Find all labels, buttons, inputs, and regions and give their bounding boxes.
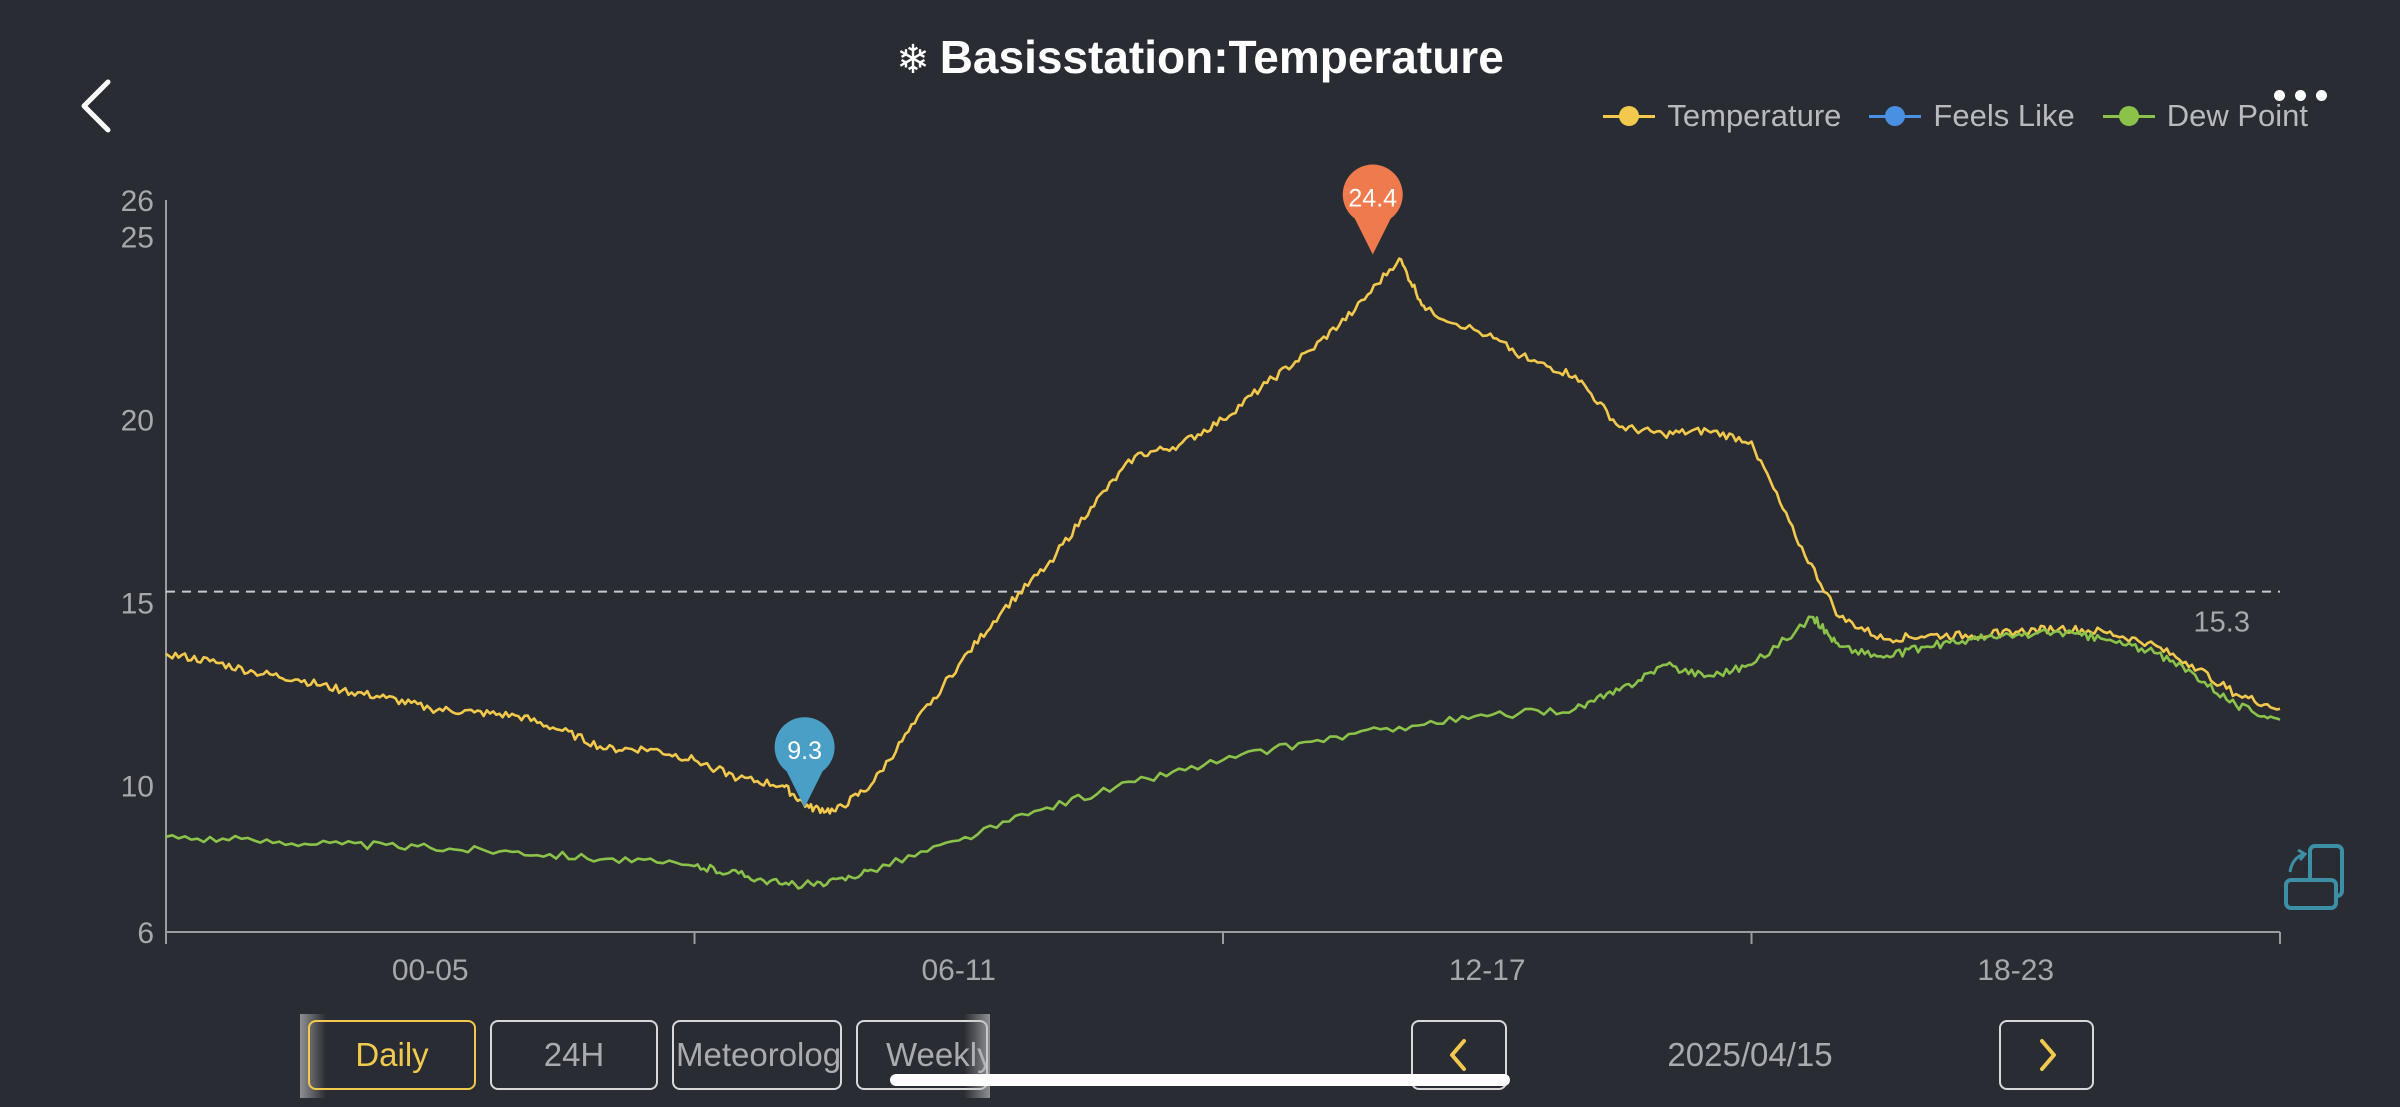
legend-dew-point-label: Dew Point <box>2166 98 2308 133</box>
legend-dew-point-marker <box>2102 106 2155 126</box>
min-value-marker-label: 9.3 <box>787 737 822 765</box>
min-value-marker: 9.3 <box>774 717 835 808</box>
legend-feels-like[interactable]: Feels Like <box>1869 98 2075 134</box>
series-line-dew-point <box>165 615 2281 890</box>
series-line-temperature <box>165 257 2281 815</box>
title-text: Basisstation:Temperature <box>939 31 1504 83</box>
y-tick-label: 25 <box>121 222 154 255</box>
tab-meteorology[interactable]: Meteorolog <box>672 1020 842 1090</box>
max-value-marker-shape <box>1342 164 1403 255</box>
legend-feels-like-label: Feels Like <box>1933 98 2075 133</box>
x-tick-label: 12-17 <box>1449 954 1526 987</box>
legend-temperature-marker <box>1603 106 1656 126</box>
back-chevron-icon[interactable] <box>70 76 122 136</box>
x-tick-label: 18-23 <box>1977 954 2054 987</box>
legend-feels-like-marker <box>1869 106 1922 126</box>
x-tick-label: 06-11 <box>921 954 996 987</box>
selected-date: 2025/04/15 <box>1667 1036 1833 1073</box>
max-value-marker-label: 24.4 <box>1348 185 1397 213</box>
tab-24h[interactable]: 24H <box>490 1020 658 1090</box>
y-tick-label: 26 <box>121 185 154 218</box>
y-tick-label: 15 <box>121 588 154 621</box>
legend-temperature[interactable]: Temperature <box>1603 98 1841 134</box>
chevron-right-icon <box>2039 1039 2056 1071</box>
page-title: ❄ Basisstation:Temperature <box>0 30 2400 84</box>
more-options-icon[interactable] <box>2272 86 2332 106</box>
horizontal-scrollbar[interactable] <box>890 1074 1510 1086</box>
legend-temperature-label: Temperature <box>1667 98 1842 133</box>
max-value-marker: 24.4 <box>1342 164 1403 255</box>
next-date-button[interactable] <box>1999 1020 2094 1090</box>
y-tick-label: 20 <box>121 405 154 438</box>
temperature-chart: 6 10 15 20 25 26 00-05 06-11 12-17 18-23 15.3 9.3 24… <box>121 164 2281 987</box>
legend-dew-point[interactable]: Dew Point <box>2102 98 2308 134</box>
average-line-label: 15.3 <box>2194 607 2250 639</box>
snowflake-icon: ❄ <box>896 38 930 82</box>
tab-daily[interactable]: Daily <box>308 1020 476 1090</box>
chevron-left-icon <box>1450 1039 1466 1071</box>
y-tick-label: 6 <box>137 917 154 950</box>
y-tick-label: 10 <box>121 771 154 804</box>
chart-legend: Temperature Feels Like Dew Point <box>1603 98 2308 134</box>
rotate-screen-icon[interactable] <box>2280 842 2350 912</box>
x-tick-label: 00-05 <box>392 954 469 987</box>
min-value-marker-shape <box>774 717 835 808</box>
previous-date-button[interactable] <box>1411 1020 1507 1090</box>
